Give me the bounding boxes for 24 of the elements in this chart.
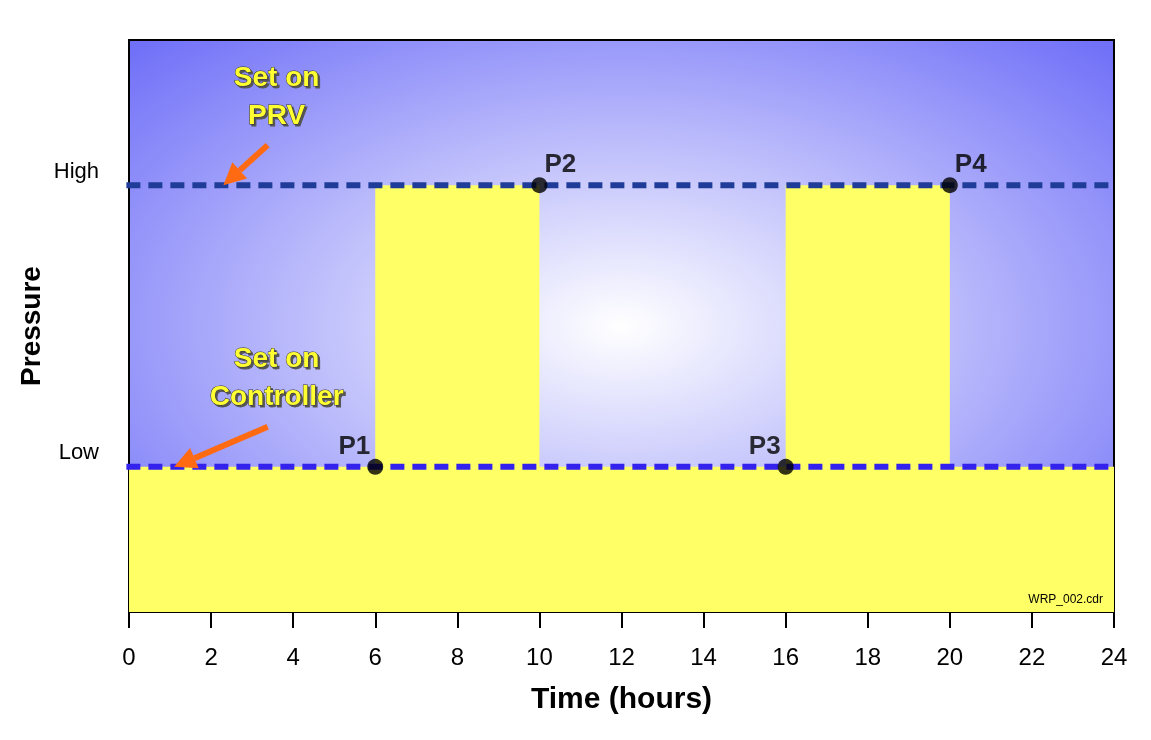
x-tick-label: 10 bbox=[526, 642, 553, 670]
x-tick-label: 14 bbox=[690, 642, 717, 670]
x-tick-label: 12 bbox=[608, 642, 635, 670]
ref-line-label: High bbox=[53, 157, 99, 183]
x-tick-label: 0 bbox=[122, 642, 136, 670]
x-tick-label: 22 bbox=[1018, 642, 1046, 670]
annotation: P3 bbox=[748, 429, 781, 460]
annotation: P4 bbox=[954, 148, 988, 179]
x-axis-title: Time (hours) bbox=[530, 680, 713, 714]
ref-line-label: Low bbox=[58, 439, 100, 465]
text: Set on PRV bbox=[233, 60, 320, 130]
x-tick-label: 24 bbox=[1100, 642, 1128, 670]
x-tick-label: 4 bbox=[286, 642, 300, 670]
annotation: P2 bbox=[544, 148, 577, 179]
x-tick-label: 18 bbox=[854, 642, 882, 670]
x-tick-label: 6 bbox=[368, 642, 382, 670]
annotation: WRP_002.cdr bbox=[1028, 592, 1104, 606]
annotation: P1 bbox=[338, 429, 371, 460]
x-tick-label: 16 bbox=[772, 642, 800, 670]
annotation: Set on Controller bbox=[209, 342, 344, 412]
x-tick-label: 2 bbox=[204, 642, 218, 670]
x-tick-label: 20 bbox=[936, 642, 964, 670]
x-tick-label: 8 bbox=[450, 642, 465, 670]
y-axis-title: Pressure bbox=[14, 266, 46, 386]
